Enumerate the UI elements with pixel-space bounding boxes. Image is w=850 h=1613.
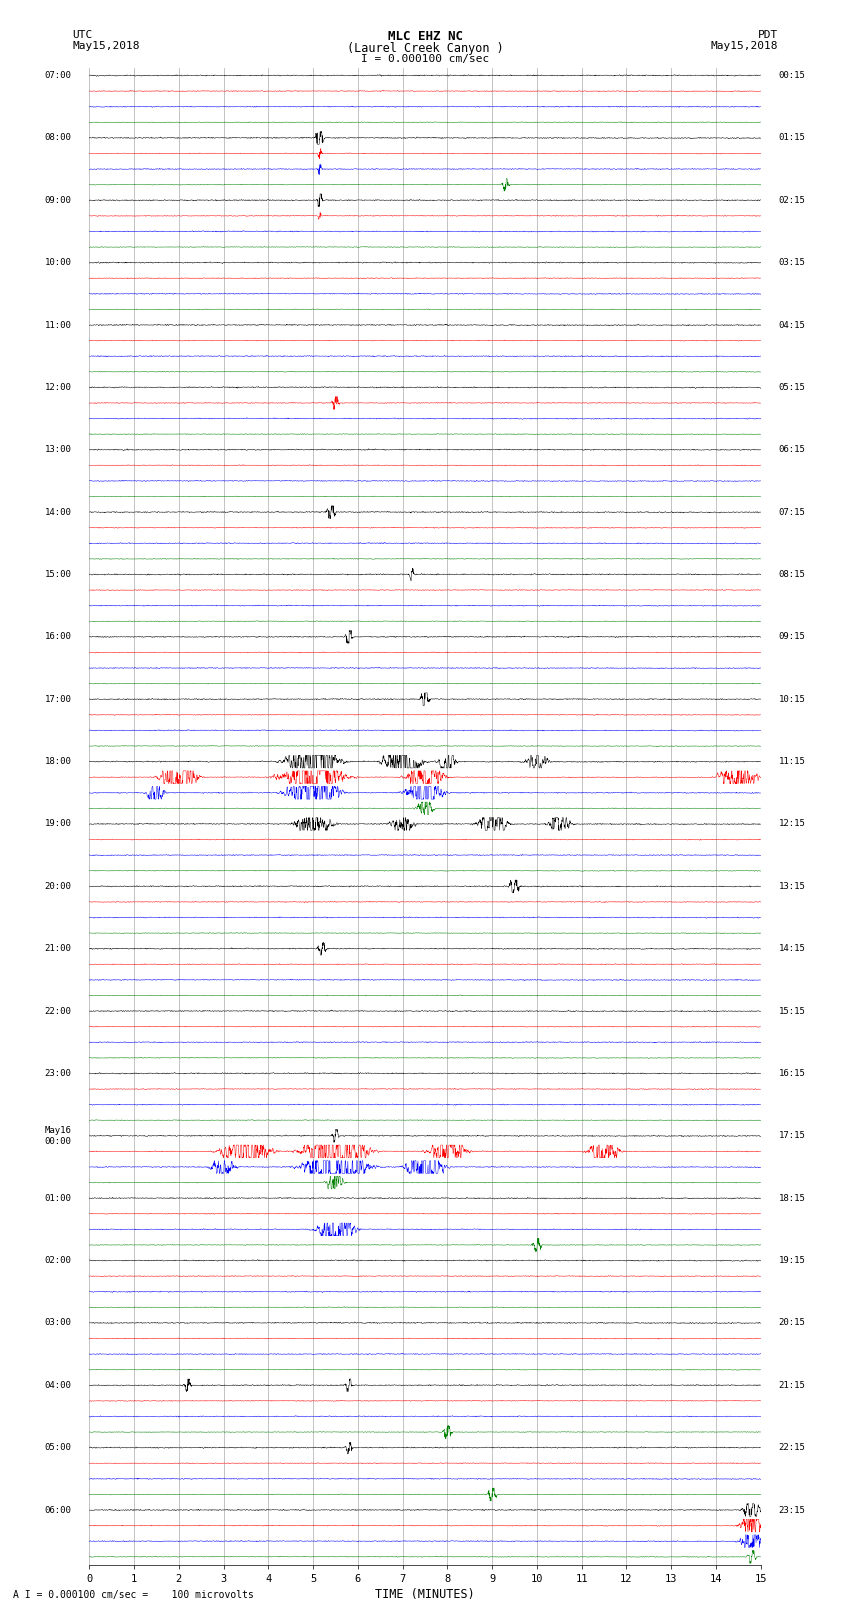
Text: 09:15: 09:15 — [779, 632, 806, 642]
Text: 06:15: 06:15 — [779, 445, 806, 455]
Text: 10:15: 10:15 — [779, 695, 806, 703]
Text: 20:00: 20:00 — [44, 882, 71, 890]
Text: 19:00: 19:00 — [44, 819, 71, 829]
Text: 20:15: 20:15 — [779, 1318, 806, 1327]
Text: 03:15: 03:15 — [779, 258, 806, 268]
Text: 02:15: 02:15 — [779, 195, 806, 205]
Text: 12:15: 12:15 — [779, 819, 806, 829]
Text: 08:15: 08:15 — [779, 569, 806, 579]
Text: 21:15: 21:15 — [779, 1381, 806, 1390]
Text: 15:00: 15:00 — [44, 569, 71, 579]
Text: 10:00: 10:00 — [44, 258, 71, 268]
Text: 23:00: 23:00 — [44, 1069, 71, 1077]
Text: 06:00: 06:00 — [44, 1505, 71, 1515]
Text: 05:00: 05:00 — [44, 1444, 71, 1452]
Text: 08:00: 08:00 — [44, 134, 71, 142]
Text: 16:00: 16:00 — [44, 632, 71, 642]
Text: 14:15: 14:15 — [779, 944, 806, 953]
Text: 18:00: 18:00 — [44, 756, 71, 766]
Text: 11:00: 11:00 — [44, 321, 71, 329]
Text: May15,2018: May15,2018 — [72, 40, 139, 52]
Text: 15:15: 15:15 — [779, 1007, 806, 1016]
Text: 07:00: 07:00 — [44, 71, 71, 81]
Text: PDT: PDT — [757, 31, 778, 40]
Text: 21:00: 21:00 — [44, 944, 71, 953]
Text: 23:15: 23:15 — [779, 1505, 806, 1515]
Text: 11:15: 11:15 — [779, 756, 806, 766]
Text: 12:00: 12:00 — [44, 382, 71, 392]
Text: (Laurel Creek Canyon ): (Laurel Creek Canyon ) — [347, 42, 503, 55]
Text: 13:00: 13:00 — [44, 445, 71, 455]
Text: May15,2018: May15,2018 — [711, 40, 778, 52]
Text: UTC: UTC — [72, 31, 93, 40]
Text: 07:15: 07:15 — [779, 508, 806, 516]
Text: 01:00: 01:00 — [44, 1194, 71, 1203]
X-axis label: TIME (MINUTES): TIME (MINUTES) — [375, 1587, 475, 1600]
Text: 22:15: 22:15 — [779, 1444, 806, 1452]
Text: 13:15: 13:15 — [779, 882, 806, 890]
Text: 04:00: 04:00 — [44, 1381, 71, 1390]
Text: 17:15: 17:15 — [779, 1131, 806, 1140]
Text: I = 0.000100 cm/sec: I = 0.000100 cm/sec — [361, 53, 489, 65]
Text: 02:00: 02:00 — [44, 1257, 71, 1265]
Text: 19:15: 19:15 — [779, 1257, 806, 1265]
Text: MLC EHZ NC: MLC EHZ NC — [388, 31, 462, 44]
Text: 05:15: 05:15 — [779, 382, 806, 392]
Text: 01:15: 01:15 — [779, 134, 806, 142]
Text: May16
00:00: May16 00:00 — [44, 1126, 71, 1145]
Text: 14:00: 14:00 — [44, 508, 71, 516]
Text: 09:00: 09:00 — [44, 195, 71, 205]
Text: 03:00: 03:00 — [44, 1318, 71, 1327]
Text: 22:00: 22:00 — [44, 1007, 71, 1016]
Text: 16:15: 16:15 — [779, 1069, 806, 1077]
Text: A I = 0.000100 cm/sec =    100 microvolts: A I = 0.000100 cm/sec = 100 microvolts — [13, 1590, 253, 1600]
Text: 17:00: 17:00 — [44, 695, 71, 703]
Text: 00:15: 00:15 — [779, 71, 806, 81]
Text: 18:15: 18:15 — [779, 1194, 806, 1203]
Text: 04:15: 04:15 — [779, 321, 806, 329]
